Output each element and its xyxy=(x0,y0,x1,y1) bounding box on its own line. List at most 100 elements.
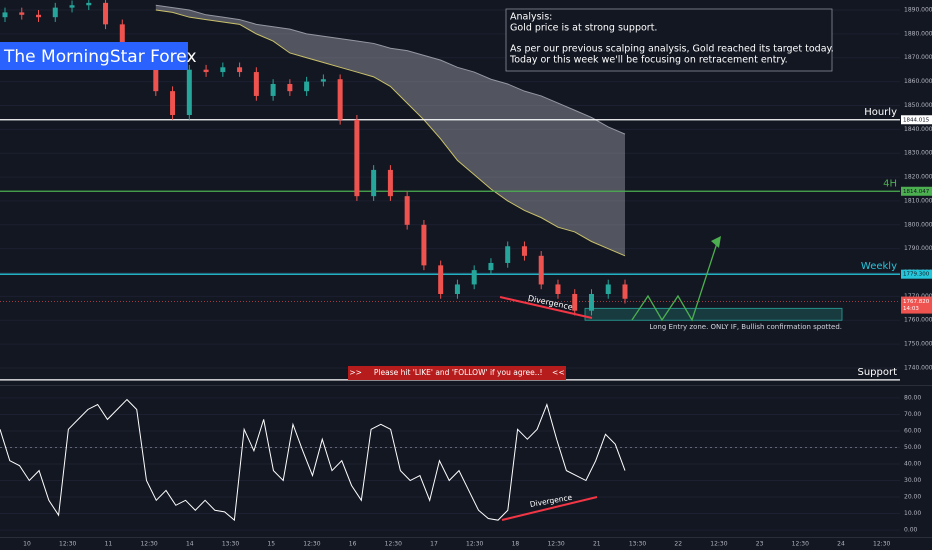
y-tick-label: 70.00 xyxy=(904,411,921,418)
projection-path xyxy=(631,239,719,322)
candle-body xyxy=(253,72,259,96)
x-tick-label: 12:30 xyxy=(710,541,727,548)
candle-body xyxy=(605,284,611,294)
x-tick-label: 12:30 xyxy=(59,541,76,548)
analysis-line: Gold price is at strong support. xyxy=(510,23,657,34)
level-badge xyxy=(901,269,932,279)
candle-body xyxy=(320,79,326,82)
rsi-divergence-line xyxy=(501,496,598,521)
candle-body xyxy=(438,265,444,294)
projection-arrowhead xyxy=(711,236,721,248)
y-tick-label: 1740.000 xyxy=(904,364,932,371)
level-name: 4H xyxy=(883,178,897,189)
candle-body xyxy=(622,284,628,299)
analysis-box xyxy=(505,8,833,72)
y-tick-label: 80.00 xyxy=(904,394,921,401)
candle-body xyxy=(337,79,343,120)
candle-body xyxy=(220,67,226,73)
level-badge-label: 1844.015 xyxy=(903,117,930,123)
x-tick-label: 13:30 xyxy=(629,541,646,548)
y-tick-label: 1840.000 xyxy=(904,126,932,133)
y-tick-label: 1790.000 xyxy=(904,245,932,252)
entry-zone-label: Long Entry zone. ONLY IF, Bullish confir… xyxy=(649,323,842,331)
y-tick-label: 60.00 xyxy=(904,427,921,434)
rsi-line xyxy=(0,398,626,522)
y-tick-label: 0.00 xyxy=(904,527,918,534)
candle-body xyxy=(36,14,42,18)
candle-body xyxy=(119,24,125,51)
y-tick-label: 1760.000 xyxy=(904,317,932,324)
candle-body xyxy=(186,69,192,116)
candle-body xyxy=(588,293,594,311)
candle-body xyxy=(103,2,109,25)
y-tick-label: 1820.000 xyxy=(904,174,932,181)
candle-body xyxy=(572,293,578,311)
candle-body xyxy=(2,12,8,18)
candle-body xyxy=(287,83,293,92)
ma-upper xyxy=(155,4,626,135)
y-tick-label: 1830.000 xyxy=(904,150,932,157)
candle-body xyxy=(170,91,176,116)
candle-body xyxy=(521,246,527,256)
x-tick-label: 10 xyxy=(23,541,31,548)
candle-body xyxy=(488,262,494,271)
candle-body xyxy=(86,2,92,6)
banner xyxy=(348,366,566,380)
level-name: Support xyxy=(857,367,897,378)
title-box xyxy=(0,42,188,70)
y-tick-label: 1850.000 xyxy=(904,102,932,109)
current-price-label: 1767.820 xyxy=(903,299,930,305)
candle-body xyxy=(153,64,159,92)
entry-zone xyxy=(584,307,843,321)
divergence-line xyxy=(499,296,593,319)
current-price-badge xyxy=(901,296,932,314)
y-tick-label: 1880.000 xyxy=(904,30,932,37)
x-tick-label: 15 xyxy=(267,541,275,548)
x-tick-label: 24 xyxy=(837,541,845,548)
y-tick-label: 1800.000 xyxy=(904,221,932,228)
candle-body xyxy=(354,119,360,197)
x-tick-label: 12:30 xyxy=(303,541,320,548)
candle-body xyxy=(371,169,377,197)
y-tick-label: 20.00 xyxy=(904,494,921,501)
x-tick-label: 17 xyxy=(430,541,438,548)
candle-body xyxy=(538,255,544,285)
analysis-line: Today or this week we'll be focusing on … xyxy=(509,55,788,66)
level-name: Weekly xyxy=(861,261,897,272)
y-tick-label: 10.00 xyxy=(904,510,921,517)
x-tick-label: 12:30 xyxy=(466,541,483,548)
y-tick-label: 50.00 xyxy=(904,444,921,451)
candle-body xyxy=(454,284,460,294)
countdown-label: 14:03 xyxy=(903,306,919,312)
y-tick-label: 1870.000 xyxy=(904,54,932,61)
banner-text: >> Please hit 'LIKE' and 'FOLLOW' if you… xyxy=(349,368,564,377)
candle-body xyxy=(237,67,243,73)
chart-title: The MorningStar Forex xyxy=(3,47,197,67)
y-tick-label: 40.00 xyxy=(904,460,921,467)
x-tick-label: 12:30 xyxy=(792,541,809,548)
candle-body xyxy=(404,196,410,225)
y-tick-label: 1770.000 xyxy=(904,293,932,300)
y-tick-label: 1860.000 xyxy=(904,78,932,85)
candle-body xyxy=(270,83,276,96)
level-badge-label: 1779.300 xyxy=(903,272,930,278)
level-badge xyxy=(901,115,932,125)
candle-body xyxy=(19,12,25,15)
y-tick-label: 1750.000 xyxy=(904,341,932,348)
candle-body xyxy=(471,270,477,285)
x-tick-label: 22 xyxy=(674,541,682,548)
x-tick-label: 12:30 xyxy=(547,541,564,548)
level-badge-label: 1814.047 xyxy=(903,189,930,195)
x-tick-label: 16 xyxy=(349,541,357,548)
candle-body xyxy=(421,224,427,266)
level-badge xyxy=(901,186,932,196)
level-name: Hourly xyxy=(864,107,897,118)
analysis-line: Analysis: xyxy=(510,12,552,23)
analysis-line: As per our previous scalping analysis, G… xyxy=(510,44,834,55)
x-tick-label: 14 xyxy=(186,541,194,548)
candle-body xyxy=(203,69,209,73)
candle-body xyxy=(555,284,561,294)
candle-body xyxy=(505,246,511,263)
x-tick-label: 21 xyxy=(593,541,601,548)
x-tick-label: 23 xyxy=(756,541,764,548)
